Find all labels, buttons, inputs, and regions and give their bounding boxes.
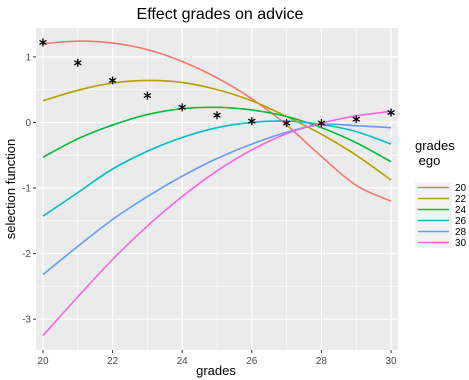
legend-item-24: 24 — [415, 204, 467, 216]
data-point-asterisk — [317, 119, 326, 128]
legend-item-20: 20 — [415, 182, 467, 194]
data-point-asterisk — [282, 119, 291, 128]
data-point-asterisk — [387, 108, 395, 117]
legend-item-30: 30 — [415, 237, 467, 249]
y-tick-label: -1 — [22, 184, 31, 195]
data-point-asterisk — [39, 38, 47, 47]
data-point-asterisk — [213, 111, 221, 120]
series-line-26 — [42, 120, 392, 217]
x-tick-label: 24 — [177, 356, 189, 367]
x-tick-label: 26 — [246, 356, 258, 367]
legend-item-22: 22 — [415, 193, 467, 205]
legend-item-26: 26 — [415, 215, 467, 227]
y-tick-label: -3 — [22, 315, 31, 326]
y-tick-label: 0 — [25, 118, 31, 129]
series-line-30 — [42, 110, 392, 337]
series-line-22 — [42, 79, 392, 181]
y-axis-title: selection function — [3, 139, 18, 239]
data-point-asterisk — [108, 76, 117, 85]
x-tick-label: 20 — [37, 356, 49, 367]
data-point-asterisk — [73, 58, 82, 67]
legend-label: 28 — [455, 227, 467, 238]
legend-label: 24 — [455, 205, 467, 216]
y-tick-label: 1 — [25, 52, 31, 63]
y-tick-label: -2 — [22, 249, 31, 260]
y-axis: 1 0 -1 -2 -3 — [22, 52, 36, 326]
series-lines — [42, 40, 392, 337]
series-line-28 — [42, 123, 392, 276]
legend-title-line2: ego — [415, 153, 440, 168]
x-tick-label: 28 — [316, 356, 328, 367]
data-point-asterisk — [178, 103, 186, 112]
series-line-20 — [42, 40, 392, 202]
x-tick-label: 30 — [385, 356, 397, 367]
x-tick-label: 22 — [107, 356, 119, 367]
legend-label: 30 — [455, 238, 467, 249]
grid — [36, 28, 398, 350]
legend-label: 20 — [455, 183, 467, 194]
data-point-asterisk — [248, 117, 256, 126]
legend-label: 26 — [455, 216, 467, 227]
data-point-asterisk — [352, 115, 361, 124]
x-axis-title: grades — [196, 363, 236, 378]
x-axis: 20 22 24 26 28 30 — [37, 350, 397, 367]
chart-title: Effect grades on advice — [137, 6, 304, 23]
legend-title-line1: grades — [415, 138, 455, 153]
legend-label: 22 — [455, 194, 467, 205]
legend-item-28: 28 — [415, 226, 467, 238]
data-point-asterisk — [143, 91, 152, 100]
observed-points — [39, 38, 395, 128]
series-line-24 — [42, 106, 392, 163]
